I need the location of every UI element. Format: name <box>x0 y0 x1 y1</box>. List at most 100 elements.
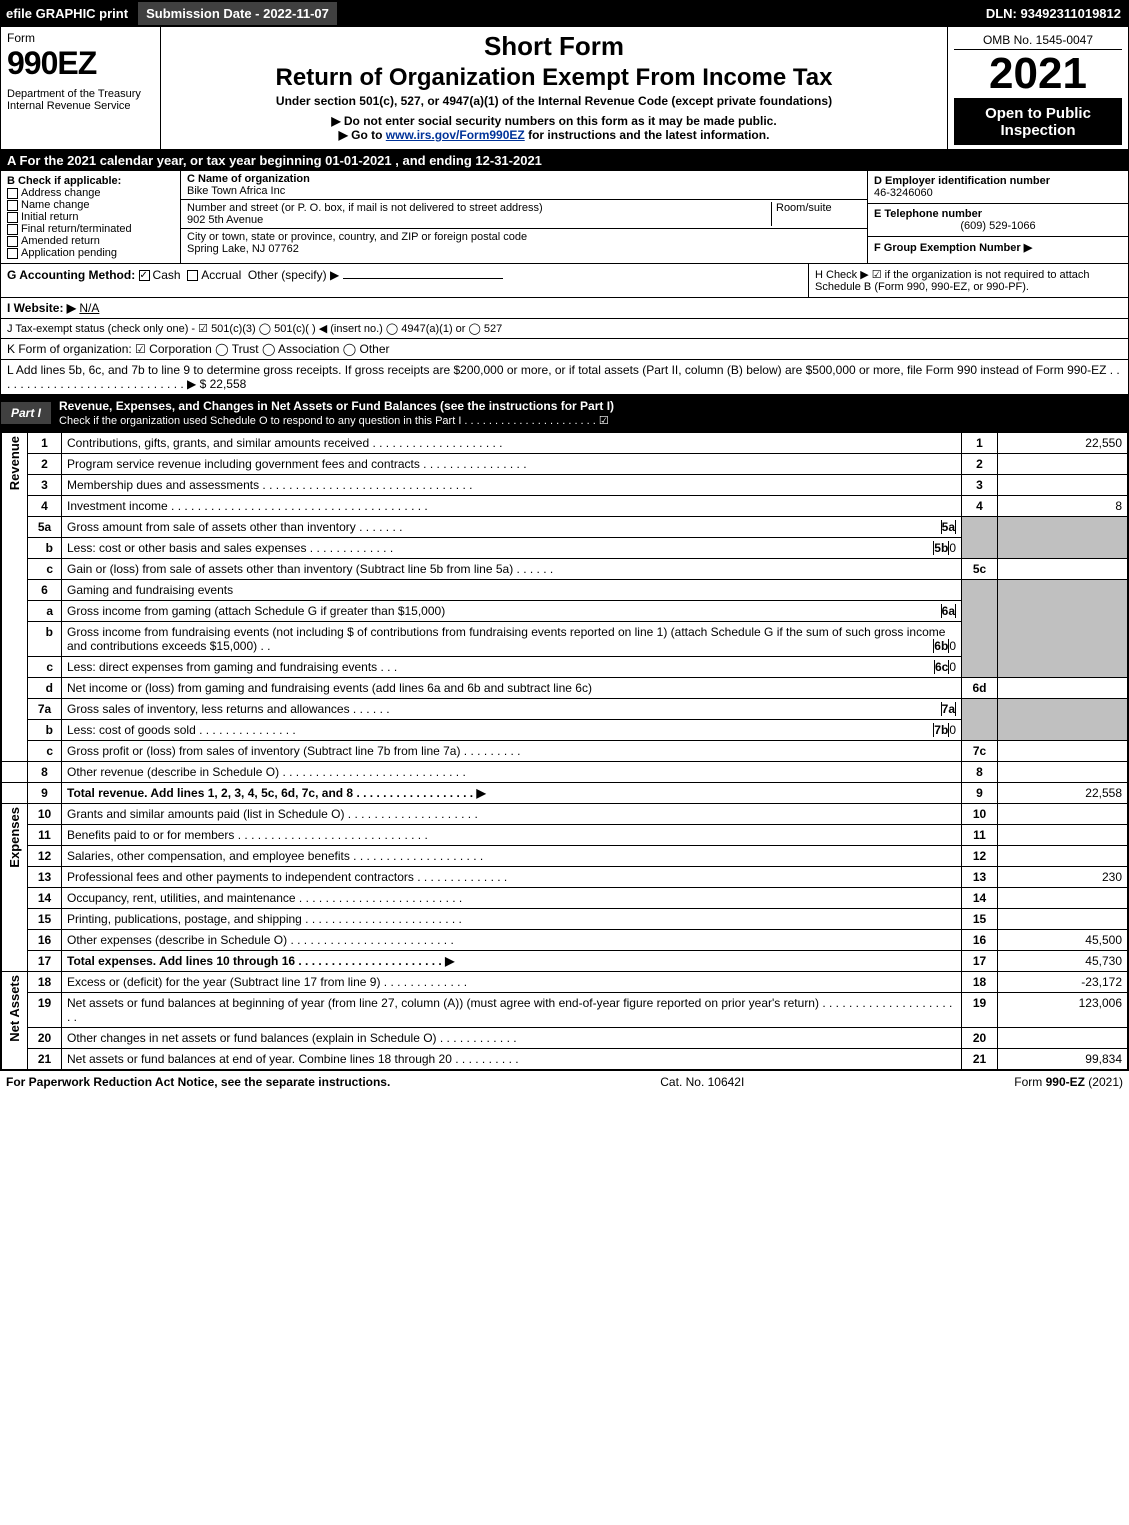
line-j: J Tax-exempt status (check only one) - ☑… <box>1 319 1128 339</box>
open-to-public: Open to Public Inspection <box>954 99 1122 145</box>
row-6c-text: Less: direct expenses from gaming and fu… <box>62 657 962 678</box>
goto-line: ▶ Go to www.irs.gov/Form990EZ for instru… <box>167 128 941 142</box>
line-l: L Add lines 5b, 6c, and 7b to line 9 to … <box>1 360 1128 395</box>
form-ref: Form 990-EZ (2021) <box>1014 1075 1123 1089</box>
row-15-text: Printing, publications, postage, and shi… <box>62 909 962 930</box>
box-e: E Telephone number (609) 529-1066 <box>868 204 1128 237</box>
topbar: efile GRAPHIC print Submission Date - 20… <box>0 0 1129 26</box>
row-8-text: Other revenue (describe in Schedule O) .… <box>62 762 962 783</box>
row-6b-text: Gross income from fundraising events (no… <box>62 622 962 657</box>
chk-accrual[interactable] <box>187 270 198 281</box>
efile-label: efile GRAPHIC print <box>0 6 134 21</box>
paperwork-notice: For Paperwork Reduction Act Notice, see … <box>6 1075 390 1089</box>
box-b-title: B Check if applicable: <box>7 175 174 187</box>
row-1-text: Contributions, gifts, grants, and simila… <box>62 433 962 454</box>
form-number: 990EZ <box>7 45 154 82</box>
gross-receipts: 22,558 <box>210 377 247 391</box>
city-label: City or town, state or province, country… <box>187 231 861 243</box>
irs-link[interactable]: www.irs.gov/Form990EZ <box>386 128 525 142</box>
phone-value: (609) 529-1066 <box>874 220 1122 232</box>
part-1-title: Revenue, Expenses, and Changes in Net As… <box>51 395 1128 431</box>
row-19-amt: 123,006 <box>998 993 1128 1028</box>
chk-cash[interactable] <box>139 270 150 281</box>
chk-final[interactable]: Final return/terminated <box>7 223 174 235</box>
row-2-text: Program service revenue including govern… <box>62 454 962 475</box>
ssn-warning: ▶ Do not enter social security numbers o… <box>167 114 941 128</box>
row-12-text: Salaries, other compensation, and employ… <box>62 846 962 867</box>
row-11-text: Benefits paid to or for members . . . . … <box>62 825 962 846</box>
room-suite-label: Room/suite <box>771 202 861 226</box>
box-d: D Employer identification number 46-3246… <box>868 171 1128 204</box>
part-1-header: Part I Revenue, Expenses, and Changes in… <box>1 395 1128 432</box>
chk-address[interactable]: Address change <box>7 187 174 199</box>
row-19-text: Net assets or fund balances at beginning… <box>62 993 962 1028</box>
net-assets-sidebar: Net Assets <box>2 972 28 1070</box>
city-value: Spring Lake, NJ 07762 <box>187 243 861 255</box>
box-def: D Employer identification number 46-3246… <box>868 171 1128 263</box>
box-f: F Group Exemption Number ▶ <box>868 237 1128 258</box>
row-21-amt: 99,834 <box>998 1049 1128 1070</box>
title-cell: Short Form Return of Organization Exempt… <box>161 27 948 149</box>
omb-number: OMB No. 1545-0047 <box>954 31 1122 50</box>
org-name: Bike Town Africa Inc <box>187 185 861 197</box>
street-value: 902 5th Avenue <box>187 214 771 226</box>
line-g: G Accounting Method: Cash Accrual Other … <box>1 264 808 297</box>
short-form-title: Short Form <box>167 31 941 62</box>
chk-amended[interactable]: Amended return <box>7 235 174 247</box>
part-1-table: Revenue 1Contributions, gifts, grants, a… <box>1 432 1128 1070</box>
row-13-text: Professional fees and other payments to … <box>62 867 962 888</box>
row-4-text: Investment income . . . . . . . . . . . … <box>62 496 962 517</box>
row-9-amt: 22,558 <box>998 783 1128 804</box>
row-5a-text: Gross amount from sale of assets other t… <box>62 517 962 538</box>
row-13-amt: 230 <box>998 867 1128 888</box>
dln: DLN: 93492311019812 <box>986 6 1129 21</box>
form-container: Form 990EZ Department of the Treasury In… <box>0 26 1129 1071</box>
row-18-text: Excess or (deficit) for the year (Subtra… <box>62 972 962 993</box>
row-7b-text: Less: cost of goods sold . . . . . . . .… <box>62 720 962 741</box>
row-4-amt: 8 <box>998 496 1128 517</box>
revenue-sidebar: Revenue <box>2 433 28 762</box>
line-h: H Check ▶ ☑ if the organization is not r… <box>808 264 1128 297</box>
goto-post: for instructions and the latest informat… <box>525 128 770 142</box>
street-label: Number and street (or P. O. box, if mail… <box>187 202 771 214</box>
row-6-text: Gaming and fundraising events <box>62 580 962 601</box>
section-a: A For the 2021 calendar year, or tax yea… <box>1 150 1128 171</box>
row-14-text: Occupancy, rent, utilities, and maintena… <box>62 888 962 909</box>
expenses-sidebar: Expenses <box>2 804 28 972</box>
chk-name[interactable]: Name change <box>7 199 174 211</box>
line-i: I Website: ▶ N/A <box>1 298 1128 319</box>
box-b: B Check if applicable: Address change Na… <box>1 171 181 263</box>
row-6d-text: Net income or (loss) from gaming and fun… <box>62 678 962 699</box>
box-c: C Name of organization Bike Town Africa … <box>181 171 868 263</box>
row-6a-text: Gross income from gaming (attach Schedul… <box>62 601 962 622</box>
ein-value: 46-3246060 <box>874 187 1122 199</box>
c-name-label: C Name of organization <box>187 173 861 185</box>
row-9-text: Total revenue. Add lines 1, 2, 3, 4, 5c,… <box>62 783 962 804</box>
return-title: Return of Organization Exempt From Incom… <box>167 64 941 92</box>
chk-initial[interactable]: Initial return <box>7 211 174 223</box>
row-10-text: Grants and similar amounts paid (list in… <box>62 804 962 825</box>
row-16-amt: 45,500 <box>998 930 1128 951</box>
info-grid: B Check if applicable: Address change Na… <box>1 171 1128 264</box>
department: Department of the Treasury Internal Reve… <box>7 88 154 112</box>
under-section: Under section 501(c), 527, or 4947(a)(1)… <box>167 94 941 108</box>
website-value: N/A <box>79 301 99 315</box>
right-header-cell: OMB No. 1545-0047 2021 Open to Public In… <box>948 27 1128 149</box>
tax-year: 2021 <box>954 50 1122 99</box>
row-21-text: Net assets or fund balances at end of ye… <box>62 1049 962 1070</box>
row-5c-text: Gain or (loss) from sale of assets other… <box>62 559 962 580</box>
part-1-label: Part I <box>1 402 51 424</box>
header-row: Form 990EZ Department of the Treasury In… <box>1 27 1128 150</box>
row-3-text: Membership dues and assessments . . . . … <box>62 475 962 496</box>
submission-date: Submission Date - 2022-11-07 <box>138 2 337 25</box>
row-17-amt: 45,730 <box>998 951 1128 972</box>
row-16-text: Other expenses (describe in Schedule O) … <box>62 930 962 951</box>
row-5b-text: Less: cost or other basis and sales expe… <box>62 538 962 559</box>
row-7c-text: Gross profit or (loss) from sales of inv… <box>62 741 962 762</box>
chk-pending[interactable]: Application pending <box>7 247 174 259</box>
cat-number: Cat. No. 10642I <box>660 1075 744 1089</box>
row-1-amt: 22,550 <box>998 433 1128 454</box>
footer: For Paperwork Reduction Act Notice, see … <box>0 1071 1129 1093</box>
row-18-amt: -23,172 <box>998 972 1128 993</box>
row-20-text: Other changes in net assets or fund bala… <box>62 1028 962 1049</box>
